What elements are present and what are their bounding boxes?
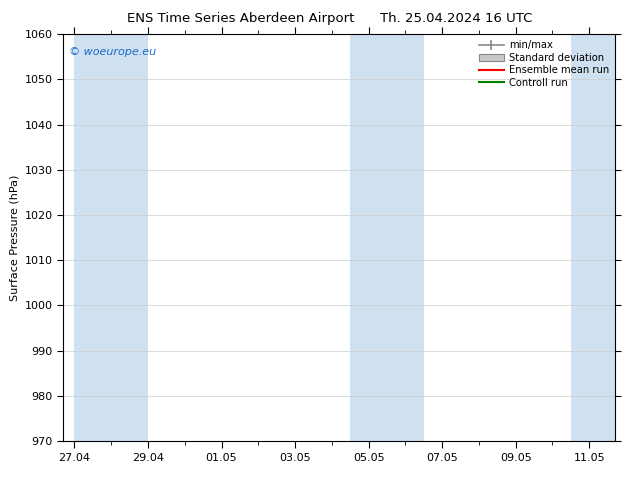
Bar	[350, 34, 424, 441]
Y-axis label: Surface Pressure (hPa): Surface Pressure (hPa)	[10, 174, 19, 301]
Text: © woeurope.eu: © woeurope.eu	[69, 47, 156, 56]
Bar	[571, 34, 626, 441]
Legend: min/max, Standard deviation, Ensemble mean run, Controll run: min/max, Standard deviation, Ensemble me…	[476, 37, 612, 91]
Text: ENS Time Series Aberdeen Airport: ENS Time Series Aberdeen Airport	[127, 12, 354, 25]
Text: Th. 25.04.2024 16 UTC: Th. 25.04.2024 16 UTC	[380, 12, 533, 25]
Bar	[74, 34, 148, 441]
